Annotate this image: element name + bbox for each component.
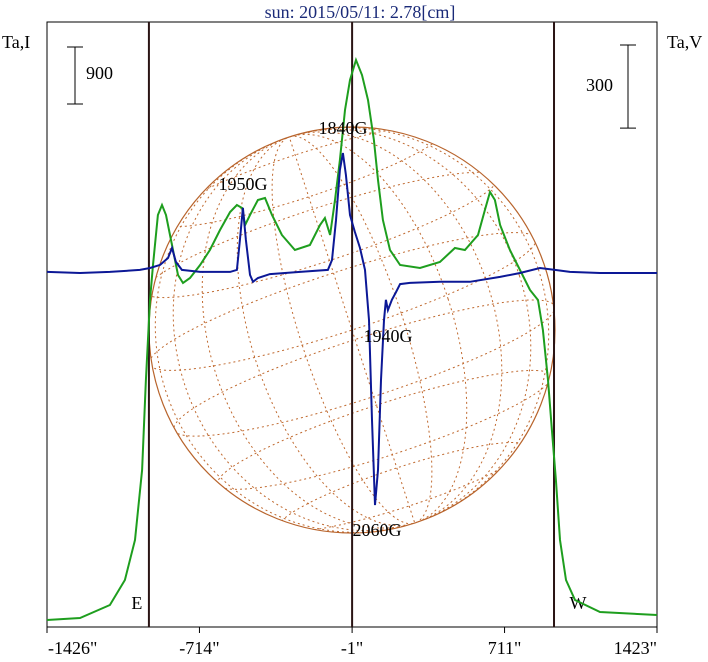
series-line (46, 152, 657, 506)
annotation: 1840G (319, 118, 368, 138)
x-tick-label: -1" (341, 638, 363, 658)
scale-bar-label: 300 (586, 75, 613, 95)
y2-axis-label: Ta,V (667, 32, 702, 52)
limb-label: E (131, 593, 142, 613)
scale-bar-label: 900 (86, 63, 113, 83)
limb-label: W (570, 593, 587, 613)
annotation: 2060G (353, 520, 402, 540)
y-axis-label: Ta,I (2, 32, 30, 52)
x-tick-label: -1426" (48, 638, 97, 658)
series-line (46, 56, 658, 621)
x-tick-label: 711" (488, 638, 522, 658)
annotation: 1950G (219, 174, 268, 194)
chart-title: sun: 2015/05/11: 2.78[cm] (265, 2, 456, 22)
x-tick-label: -714" (179, 638, 219, 658)
x-tick-label: 1423" (614, 638, 657, 658)
annotation: 1940G (364, 326, 413, 346)
